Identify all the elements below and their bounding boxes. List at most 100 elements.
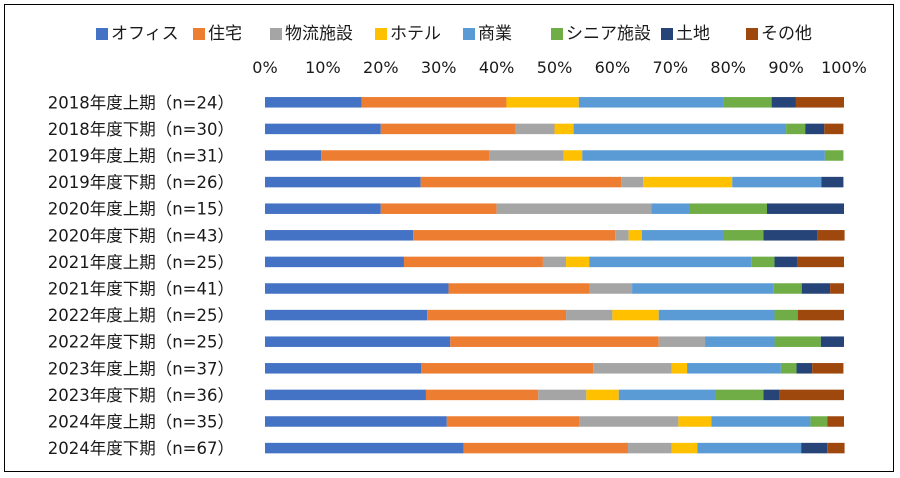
bar-segment-5-0: [265, 230, 414, 241]
bar-segment-3-4: [732, 176, 822, 188]
bar-segment-8-0: [265, 309, 428, 321]
category-label-12: 2024年度上期（n=35）: [48, 413, 234, 432]
legend-swatch-5: [551, 28, 563, 40]
bar-segment-7-4: [632, 283, 774, 294]
bar-segment-2-4: [582, 150, 825, 161]
y-axis-category-labels: 2018年度上期（n=24） 2018年度下期（n=30） 2019年度上期（n=3…: [48, 93, 234, 458]
legend-swatch-3: [375, 28, 387, 40]
bar-segment-12-1: [446, 416, 580, 427]
bar-segment-2-0: [265, 150, 322, 161]
x-tick-label-3: 30%: [421, 58, 457, 77]
bar-segment-5-3: [628, 230, 642, 241]
bar-segment-10-5: [780, 363, 797, 374]
legend: オフィス 住宅 物流施設 ホテル 商業 シニア施設 土地 その他: [96, 24, 812, 44]
bar-segment-8-4: [658, 309, 775, 321]
bar-segment-11-5: [715, 389, 764, 401]
bar-segment-7-6: [801, 283, 831, 294]
bar-segment-9-5: [774, 336, 821, 347]
category-label-0: 2018年度上期（n=24）: [48, 93, 234, 112]
bar-segment-3-0: [265, 176, 421, 188]
bar-segment-2-2: [489, 150, 564, 161]
bar-segment-6-7: [797, 256, 844, 268]
category-label-5: 2020年度下期（n=43）: [48, 226, 234, 245]
bar-segment-3-2: [621, 176, 644, 188]
category-label-11: 2023年度下期（n=36）: [48, 386, 234, 405]
bar-segment-1-2: [515, 123, 555, 135]
legend-swatch-7: [746, 28, 758, 40]
bar-segment-7-1: [448, 283, 590, 294]
bar-segment-7-2: [589, 283, 633, 294]
bar-segment-13-6: [801, 442, 828, 454]
bar-segment-11-0: [265, 389, 426, 401]
bar-segment-12-2: [579, 416, 679, 427]
bar-segment-9-6: [820, 336, 844, 347]
bar-segment-0-4: [578, 97, 724, 108]
bar-segment-11-3: [586, 389, 619, 401]
x-tick-label-2: 20%: [363, 58, 399, 77]
bar-segment-12-7: [827, 416, 844, 427]
category-label-6: 2021年度上期（n=25）: [48, 253, 234, 272]
x-tick-label-10: 100%: [821, 58, 867, 77]
legend-swatch-6: [661, 28, 673, 40]
bar-segment-12-0: [265, 416, 447, 427]
bar-segment-11-6: [763, 389, 780, 401]
x-tick-label-9: 90%: [768, 58, 804, 77]
bar-segment-13-3: [671, 442, 698, 454]
bar-segment-9-2: [658, 336, 706, 347]
bar-segment-5-5: [722, 230, 764, 241]
bar-segment-10-7: [812, 363, 844, 374]
bar-segment-7-0: [265, 283, 449, 294]
bar-segment-1-4: [573, 123, 787, 135]
legend-swatch-0: [96, 28, 108, 40]
bar-segment-0-6: [771, 97, 796, 108]
category-label-2: 2019年度上期（n=31）: [48, 147, 234, 166]
x-tick-label-6: 60%: [595, 58, 631, 77]
bar-segment-8-2: [566, 309, 613, 321]
bar-segment-8-1: [427, 309, 567, 321]
bar-segment-6-3: [566, 256, 590, 268]
bar-segment-5-2: [615, 230, 629, 241]
bar-segment-2-5: [824, 150, 844, 161]
bar-segment-4-6: [766, 203, 844, 214]
bar-segment-10-0: [265, 363, 422, 374]
legend-label-5: シニア施設: [566, 24, 651, 44]
bar-segment-0-0: [265, 97, 362, 108]
legend-label-2: 物流施設: [285, 24, 353, 44]
bar-segment-5-4: [641, 230, 723, 241]
bar-segment-7-7: [830, 283, 844, 294]
category-label-13: 2024年度下期（n=67）: [48, 439, 234, 458]
category-label-3: 2019年度下期（n=26）: [48, 173, 234, 192]
bar-segment-13-0: [265, 442, 464, 454]
legend-label-6: 土地: [676, 24, 710, 44]
bar-segment-2-3: [563, 150, 583, 161]
bar-segment-11-2: [538, 389, 587, 401]
bar-segment-1-5: [786, 123, 806, 135]
legend-label-4: 商業: [478, 24, 512, 44]
bar-segment-12-5: [810, 416, 828, 427]
bar-segment-11-1: [425, 389, 539, 401]
bar-segment-0-7: [795, 97, 844, 108]
x-tick-label-4: 40%: [479, 58, 515, 77]
legend-swatch-2: [270, 28, 282, 40]
bar-segment-12-3: [678, 416, 712, 427]
bar-segment-5-1: [413, 230, 616, 241]
bar-segment-9-0: [265, 336, 451, 347]
x-tick-label-0: 0%: [252, 58, 277, 77]
bar-segment-4-1: [380, 203, 497, 214]
bar-segment-13-1: [463, 442, 629, 454]
bar-segment-11-7: [779, 389, 844, 401]
bar-segment-10-1: [421, 363, 594, 374]
bars: [265, 97, 845, 454]
stacked-bar-chart: オフィス 住宅 物流施設 ホテル 商業 シニア施設 土地 その他 0% 10% 20% 30% 40%…: [48, 24, 867, 458]
legend-swatch-4: [463, 28, 475, 40]
bar-segment-13-2: [628, 442, 672, 454]
bar-segment-10-3: [671, 363, 688, 374]
bar-segment-13-7: [827, 442, 845, 454]
bar-segment-6-4: [589, 256, 752, 268]
bar-segment-9-1: [450, 336, 659, 347]
bar-segment-4-5: [689, 203, 767, 214]
category-label-7: 2021年度下期（n=41）: [48, 280, 234, 299]
bar-segment-6-1: [403, 256, 543, 268]
bar-segment-0-3: [506, 97, 579, 108]
bar-segment-9-4: [705, 336, 775, 347]
